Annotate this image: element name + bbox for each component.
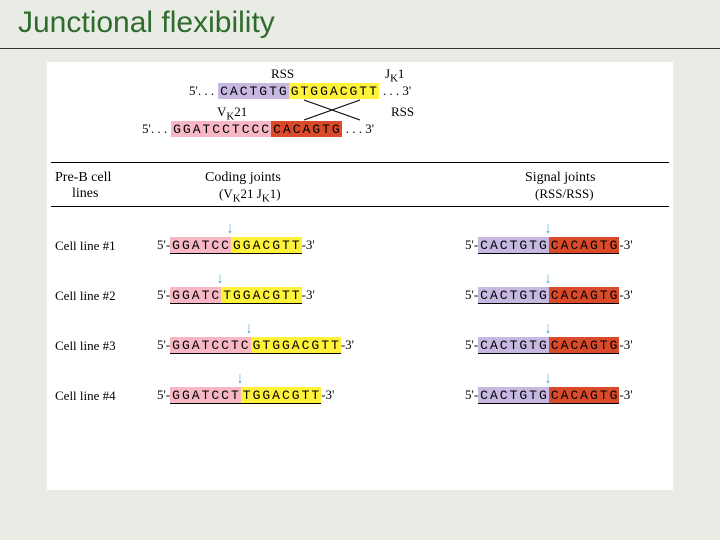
h2k1: K: [233, 193, 241, 205]
header-col2: Coding joints: [205, 170, 281, 186]
signal-right: CACAGTG: [549, 237, 620, 254]
header-col1: Pre-B cell: [55, 170, 111, 186]
five-prime: 5'-: [157, 287, 170, 302]
five-prime: 5'-: [465, 337, 478, 352]
three-prime: -3': [321, 387, 334, 402]
signal-right: CACAGTG: [549, 287, 620, 304]
coding-right: GGACGTT: [231, 237, 302, 254]
h2b: 21 J: [241, 186, 262, 201]
label-v-num: 21: [234, 104, 247, 119]
three-prime: -3': [619, 287, 632, 302]
row-label: Cell line #3: [55, 338, 116, 354]
five-prime: 5'-: [465, 387, 478, 402]
three-prime: -3': [302, 237, 315, 252]
five-prime: 5'-: [157, 337, 170, 352]
row-label: Cell line #2: [55, 288, 116, 304]
top-line2: 5'. . . GGATCCTCCCCACAGTG . . . 3': [142, 120, 374, 138]
signal-right: CACAGTG: [549, 337, 620, 354]
seq-rss-top: CACTGTG: [218, 84, 289, 99]
h2k2: K: [262, 193, 270, 205]
coding-joint: 5'-GGATCCGGACGTT-3': [157, 236, 315, 254]
h2a: (V: [219, 186, 233, 201]
row-label: Cell line #1: [55, 238, 116, 254]
signal-right: CACAGTG: [549, 387, 620, 404]
five-prime: 5'-: [465, 237, 478, 252]
three-prime-2: . . . 3': [346, 121, 374, 136]
five-prime: 5'-: [157, 387, 170, 402]
title-underline: [0, 48, 720, 49]
coding-joint: 5'-GGATCCTTGGACGTT-3': [157, 386, 334, 404]
cross-icon: [302, 98, 362, 122]
header-rule-top: [51, 162, 669, 163]
three-prime: -3': [341, 337, 354, 352]
three-prime: -3': [302, 287, 315, 302]
coding-left: GGATCCTC: [170, 337, 250, 354]
label-rss-bottom: RSS: [391, 104, 414, 120]
three-prime: -3': [619, 337, 632, 352]
top-line1: 5'. . . CACTGTGGTGGACGTT . . . 3': [189, 82, 411, 100]
diagram-canvas: RSS JK1 5'. . . CACTGTGGTGGACGTT . . . 3…: [47, 62, 673, 490]
label-j-num: 1: [398, 66, 405, 81]
signal-joint: 5'-CACTGTGCACAGTG-3': [465, 236, 633, 254]
h2c: 1): [270, 186, 281, 201]
five-prime: 5'-: [465, 287, 478, 302]
label-v: V: [217, 104, 226, 119]
coding-joint: 5'-GGATCCTCGTGGACGTT-3': [157, 336, 354, 354]
header-col3b: (RSS/RSS): [535, 186, 594, 202]
signal-left: CACTGTG: [478, 387, 549, 404]
three-prime: . . . 3': [383, 83, 411, 98]
five-prime: 5'-: [157, 237, 170, 252]
coding-left: GGATC: [170, 287, 221, 304]
seq-rss-red-top: CACAGTG: [271, 122, 342, 137]
five-prime: 5'. . .: [189, 83, 214, 98]
signal-joint: 5'-CACTGTGCACAGTG-3': [465, 386, 633, 404]
five-prime-2: 5'. . .: [142, 121, 167, 136]
seq-v-top: GGATCCTCCC: [171, 122, 271, 137]
header-col1b: lines: [72, 186, 98, 202]
row-label: Cell line #4: [55, 388, 116, 404]
three-prime: -3': [619, 237, 632, 252]
three-prime: -3': [619, 387, 632, 402]
coding-right: TGGACGTT: [241, 387, 321, 404]
coding-left: GGATCCT: [170, 387, 241, 404]
header-col2b: (VK21 JK1): [219, 186, 281, 205]
label-rss-top: RSS: [271, 66, 294, 82]
slide-title: Junctional flexibility: [18, 6, 275, 40]
coding-right: TGGACGTT: [221, 287, 301, 304]
signal-left: CACTGTG: [478, 337, 549, 354]
signal-joint: 5'-CACTGTGCACAGTG-3': [465, 286, 633, 304]
signal-joint: 5'-CACTGTGCACAGTG-3': [465, 336, 633, 354]
header-col3: Signal joints: [525, 170, 595, 186]
signal-left: CACTGTG: [478, 237, 549, 254]
signal-left: CACTGTG: [478, 287, 549, 304]
coding-left: GGATCC: [170, 237, 231, 254]
seq-j-top: GTGGACGTT: [289, 84, 379, 99]
header-rule-bottom: [51, 206, 669, 207]
coding-joint: 5'-GGATCTGGACGTT-3': [157, 286, 315, 304]
coding-right: GTGGACGTT: [251, 337, 341, 354]
